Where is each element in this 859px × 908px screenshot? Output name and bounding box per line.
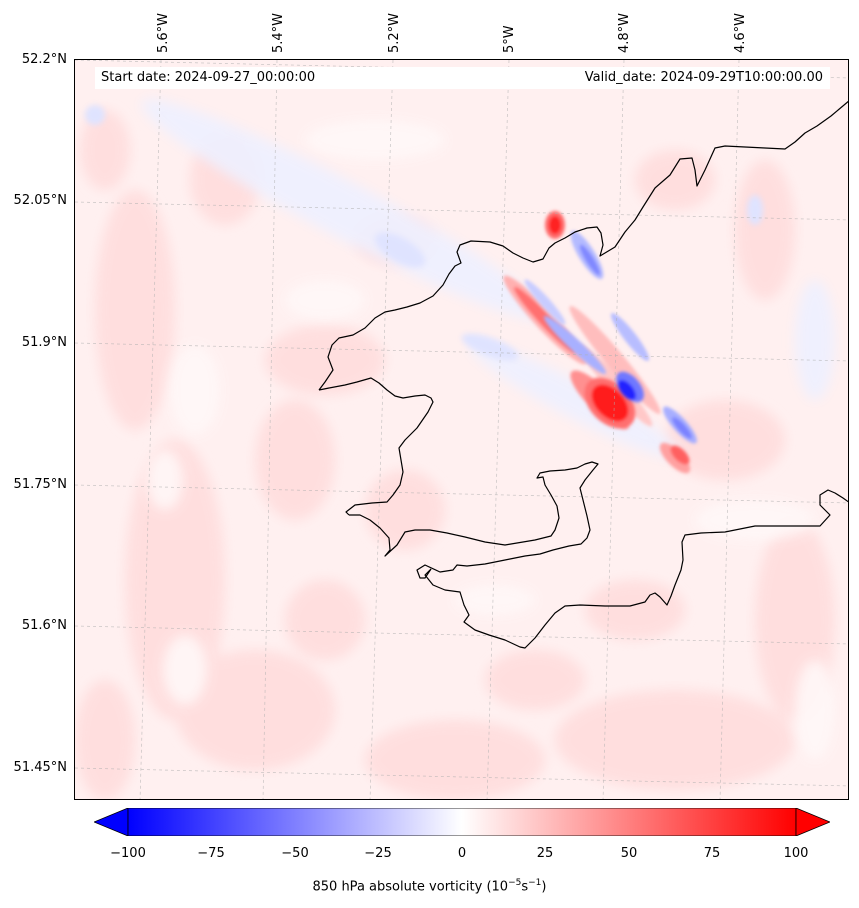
blue-streaks: [524, 230, 697, 444]
colorbar-tick-label: 25: [536, 846, 554, 861]
colorbar-tick-label: −100: [110, 846, 146, 861]
colorbar-tick-label: 75: [703, 846, 721, 861]
colorbar-label-end: ): [541, 879, 547, 895]
colorbar-tick-label: 100: [783, 846, 809, 861]
lon-label-5.6w: 5.6°W: [156, 12, 171, 53]
colorbar-tick-label: −50: [281, 846, 309, 861]
lon-label-4.8w: 4.8°W: [617, 12, 632, 53]
valid-date-label: Valid_date: 2024-09-29T10:00:00.00: [578, 67, 829, 89]
lat-label-51.6n: 51.6°N: [21, 618, 67, 633]
colorbar-label-exp1: −5: [508, 878, 522, 888]
lon-label-5w: 5°W: [502, 25, 517, 53]
colorbar-tick-label: 50: [620, 846, 638, 861]
colorbar-label: 850 hPa absolute vorticity (10−5s−1): [0, 878, 859, 894]
colorbar-body: [127, 808, 797, 836]
colorbar-label-text: 850 hPa absolute vorticity (10: [312, 879, 509, 895]
white-patches: [147, 120, 835, 760]
lon-label-5.2w: 5.2°W: [387, 12, 402, 53]
start-date-label: Start date: 2024-09-27_00:00:00: [95, 67, 322, 89]
vorticity-field: [75, 60, 848, 799]
lat-label-52.05n: 52.05°N: [13, 193, 67, 208]
lon-label-4.6w: 4.6°W: [733, 12, 748, 53]
colorbar-tick-label: −25: [364, 846, 392, 861]
map-panel: [74, 59, 849, 800]
colorbar-tick-label: −75: [197, 846, 225, 861]
lat-label-51.45n: 51.45°N: [13, 760, 67, 775]
lat-label-52.2n: 52.2°N: [21, 52, 67, 67]
lat-label-51.75n: 51.75°N: [13, 477, 67, 492]
colorbar-label-mid: s: [521, 879, 529, 895]
colorbar-label-exp2: −1: [528, 878, 542, 888]
light-blue-band: [141, 99, 835, 459]
coastline-south: [424, 489, 848, 649]
colorbar-max-arrow: [795, 808, 830, 836]
colorbar: [94, 808, 830, 836]
colorbar-tick-label: 0: [457, 846, 467, 861]
lat-label-51.9n: 51.9°N: [21, 335, 67, 350]
coastline: [318, 100, 848, 579]
colorbar-min-arrow: [94, 808, 129, 836]
lon-label-5.4w: 5.4°W: [271, 12, 286, 53]
